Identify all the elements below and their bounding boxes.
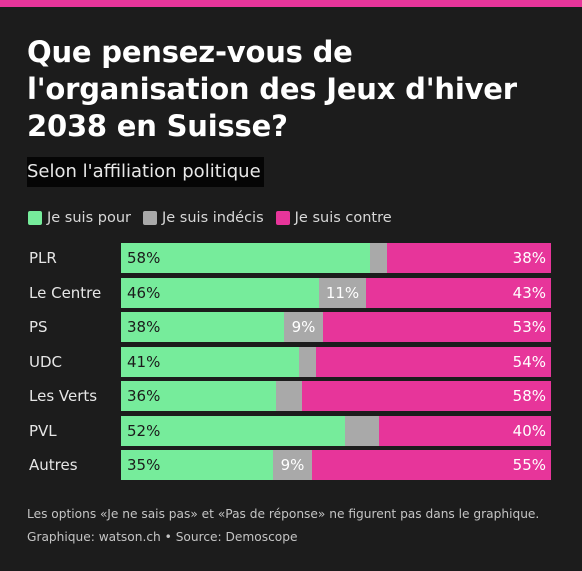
data-label-contre: 53%	[512, 318, 546, 336]
bar-segment-pour: 38%	[121, 312, 284, 342]
bar-segment-contre: 38%	[387, 243, 551, 273]
bar-segment-pour: 35%	[121, 450, 273, 480]
chart-subtitle: Selon l'affiliation politique	[27, 157, 264, 187]
data-label-pour: 36%	[127, 387, 161, 405]
data-label-indecis: 9%	[291, 318, 316, 336]
bar-segment-contre: 55%	[312, 450, 551, 480]
bar-segment-indecis	[299, 347, 316, 377]
category-label-autres: Autres	[29, 456, 78, 474]
bar-segment-indecis: 9%	[273, 450, 312, 480]
bar-row-plr: 58% 38%	[121, 243, 551, 273]
bar-segment-contre: 54%	[316, 347, 551, 377]
bar-row-le-centre: 46% 11% 43%	[121, 278, 551, 308]
legend-label-contre: Je suis contre	[294, 210, 392, 226]
bar-segment-indecis	[345, 416, 379, 446]
data-label-contre: 58%	[512, 387, 546, 405]
data-label-contre: 55%	[512, 456, 546, 474]
bar-row-ps: 38% 9% 53%	[121, 312, 551, 342]
data-label-contre: 38%	[512, 249, 546, 267]
bar-row-autres: 35% 9% 55%	[121, 450, 551, 480]
category-label-udc: UDC	[29, 353, 63, 371]
data-label-contre: 54%	[512, 353, 546, 371]
legend-item-pour: Je suis pour	[28, 210, 131, 226]
chart-title: Que pensez-vous de l'organisation des Je…	[27, 35, 517, 143]
chart-footnote: Les options «Je ne sais pas» et «Pas de …	[27, 507, 540, 521]
legend-item-indecis: Je suis indécis	[142, 210, 264, 226]
bar-segment-pour: 41%	[121, 347, 299, 377]
data-label-indecis: 9%	[280, 456, 305, 474]
bar-segment-contre: 43%	[366, 278, 551, 308]
category-label-ps: PS	[29, 318, 48, 336]
legend-swatch-indecis	[142, 211, 157, 225]
data-label-pour: 41%	[127, 353, 161, 371]
data-label-pour: 35%	[127, 456, 161, 474]
bar-segment-pour: 46%	[121, 278, 319, 308]
bar-segment-pour: 52%	[121, 416, 345, 446]
bar-segment-contre: 40%	[379, 416, 551, 446]
category-label-plr: PLR	[29, 249, 57, 267]
data-label-pour: 46%	[127, 284, 161, 302]
category-label-les-verts: Les Verts	[29, 387, 98, 405]
bar-segment-pour: 58%	[121, 243, 370, 273]
data-label-pour: 38%	[127, 318, 161, 336]
data-label-contre: 43%	[512, 284, 546, 302]
bar-row-pvl: 52% 40%	[121, 416, 551, 446]
category-label-pvl: PVL	[29, 422, 57, 440]
bar-row-les-verts: 36% 58%	[121, 381, 551, 411]
bar-segment-indecis	[276, 381, 302, 411]
legend-item-contre: Je suis contre	[275, 210, 392, 226]
data-label-contre: 40%	[512, 422, 546, 440]
data-label-pour: 58%	[127, 249, 161, 267]
bar-segment-pour: 36%	[121, 381, 276, 411]
chart-legend: Je suis pour Je suis indécis Je suis con…	[28, 209, 404, 227]
bar-segment-indecis: 11%	[319, 278, 366, 308]
category-label-le-centre: Le Centre	[29, 284, 102, 302]
bar-segment-contre: 53%	[323, 312, 551, 342]
legend-label-pour: Je suis pour	[47, 210, 131, 226]
bar-row-udc: 41% 54%	[121, 347, 551, 377]
bar-segment-indecis	[370, 243, 387, 273]
legend-label-indecis: Je suis indécis	[161, 210, 264, 226]
bar-segment-contre: 58%	[302, 381, 551, 411]
legend-swatch-pour	[28, 211, 42, 225]
legend-swatch-contre	[275, 211, 290, 225]
data-label-pour: 52%	[127, 422, 161, 440]
bar-segment-indecis: 9%	[284, 312, 323, 342]
accent-bar	[0, 0, 582, 7]
data-label-indecis: 11%	[325, 284, 360, 302]
chart-credit: Graphique: watson.ch • Source: Demoscope	[27, 530, 298, 544]
